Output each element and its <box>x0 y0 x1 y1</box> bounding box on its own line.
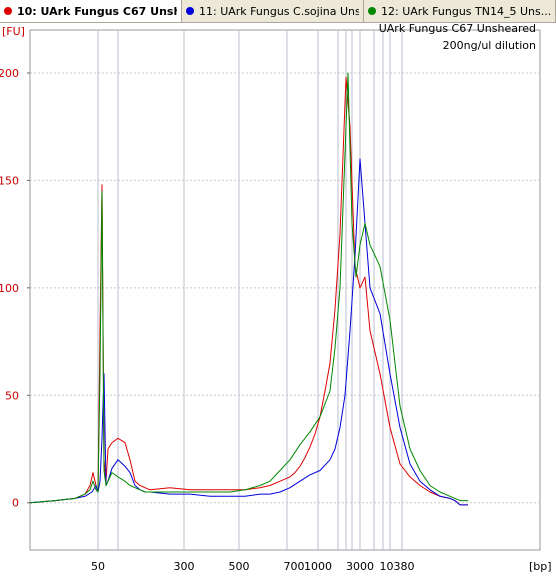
x-tick-label: 700 <box>284 560 305 573</box>
x-tick-label: 10380 <box>380 560 415 573</box>
x-axis-label: [bp] <box>529 560 552 573</box>
chart-subtitle: 200ng/ul dilution <box>443 39 536 52</box>
y-tick-label: 200 <box>0 67 19 80</box>
x-tick-label: 500 <box>229 560 250 573</box>
y-axis-label: [FU] <box>2 25 25 38</box>
series-line-11 <box>29 158 468 506</box>
trace-tab-label: 10: UArk Fungus C67 Unsh... <box>17 4 177 18</box>
trace-tab-label: 12: UArk Fungus TN14_5 Uns... <box>381 4 551 18</box>
y-tick-label: 50 <box>5 389 19 402</box>
trace-tab-bar: 10: UArk Fungus C67 Unsh... 11: UArk Fung… <box>0 0 556 23</box>
trace-tab-11[interactable]: 11: UArk Fungus C.sojina Uns... <box>182 0 364 22</box>
y-tick-label: 100 <box>0 282 19 295</box>
y-tick-label: 150 <box>0 174 19 187</box>
trace-tab-10[interactable]: 10: UArk Fungus C67 Unsh... <box>0 0 182 22</box>
trace-tab-label: 11: UArk Fungus C.sojina Uns... <box>199 4 359 18</box>
chart-title: UArk Fungus C67 Unsheared <box>379 22 536 35</box>
x-tick-label: 300 <box>174 560 195 573</box>
trace-color-dot-icon <box>4 7 12 15</box>
x-tick-label: 3000 <box>346 560 374 573</box>
x-tick-label: 50 <box>91 560 105 573</box>
y-tick-label: 0 <box>12 497 19 510</box>
x-tick-label: 1000 <box>304 560 332 573</box>
series-line-12 <box>29 72 468 504</box>
trace-color-dot-icon <box>186 7 194 15</box>
trace-color-dot-icon <box>368 7 376 15</box>
